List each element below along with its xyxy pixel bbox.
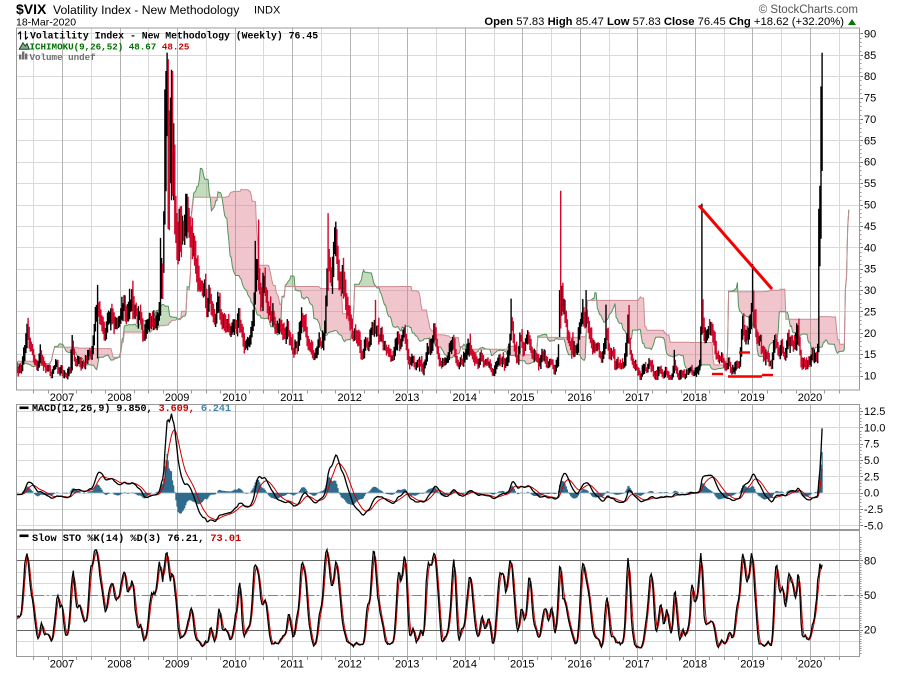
- svg-text:2014: 2014: [453, 658, 477, 670]
- svg-text:40: 40: [864, 242, 876, 254]
- svg-text:2011: 2011: [280, 658, 304, 670]
- svg-text:45: 45: [864, 221, 876, 233]
- svg-text:2011: 2011: [280, 392, 304, 404]
- svg-text:2007: 2007: [50, 392, 74, 404]
- svg-text:2008: 2008: [107, 392, 131, 404]
- svg-text:50: 50: [864, 590, 876, 602]
- svg-text:2016: 2016: [568, 658, 592, 670]
- svg-text:-5.0: -5.0: [864, 520, 883, 532]
- svg-text:35: 35: [864, 264, 876, 276]
- svg-text:2015: 2015: [510, 658, 534, 670]
- svg-text:Volume undef: Volume undef: [30, 52, 97, 63]
- svg-text:2020: 2020: [798, 658, 822, 670]
- svg-text:70: 70: [864, 114, 876, 126]
- svg-text:2.5: 2.5: [864, 471, 879, 483]
- svg-text:Slow STO %K(14) %D(3) 76.21, 7: Slow STO %K(14) %D(3) 76.21, 73.01: [32, 533, 241, 545]
- svg-text:0.0: 0.0: [864, 488, 879, 500]
- svg-text:2012: 2012: [337, 658, 361, 670]
- svg-text:2019: 2019: [740, 658, 764, 670]
- svg-text:Volatility Index - New Methodo: Volatility Index - New Methodology: [53, 3, 240, 17]
- svg-text:2017: 2017: [625, 392, 649, 404]
- svg-text:2016: 2016: [568, 392, 592, 404]
- svg-text:2007: 2007: [50, 658, 74, 670]
- svg-text:Open 57.83 High 85.47 Low 57.8: Open 57.83 High 85.47 Low 57.83 Close 76…: [484, 16, 844, 28]
- svg-text:50: 50: [864, 200, 876, 212]
- svg-text:18-Mar-2020: 18-Mar-2020: [16, 17, 76, 29]
- svg-text:15: 15: [864, 349, 876, 361]
- svg-text:2015: 2015: [510, 392, 534, 404]
- svg-text:-2.5: -2.5: [864, 504, 883, 516]
- svg-text:60: 60: [864, 157, 876, 169]
- svg-text:2017: 2017: [625, 658, 649, 670]
- svg-text:$VIX: $VIX: [16, 1, 47, 17]
- svg-text:2009: 2009: [165, 658, 189, 670]
- svg-text:2013: 2013: [395, 392, 419, 404]
- svg-text:85: 85: [864, 50, 876, 62]
- svg-text:2018: 2018: [683, 658, 707, 670]
- svg-text:65: 65: [864, 135, 876, 147]
- svg-text:75: 75: [864, 93, 876, 105]
- svg-text:ICHIMOKU(9,26,52) 48.67 48.25: ICHIMOKU(9,26,52) 48.67 48.25: [30, 41, 190, 52]
- svg-text:INDX: INDX: [254, 5, 281, 17]
- svg-text:2012: 2012: [337, 392, 361, 404]
- svg-text:2009: 2009: [165, 392, 189, 404]
- svg-text:© StockCharts.com: © StockCharts.com: [759, 4, 858, 16]
- svg-text:25: 25: [864, 306, 876, 318]
- svg-text:20: 20: [864, 625, 876, 637]
- svg-text:2018: 2018: [683, 392, 707, 404]
- svg-text:2010: 2010: [222, 658, 246, 670]
- svg-text:2014: 2014: [453, 392, 477, 404]
- svg-text:7.5: 7.5: [864, 439, 879, 451]
- svg-text:80: 80: [864, 71, 876, 83]
- svg-text:20: 20: [864, 328, 876, 340]
- svg-text:12.5: 12.5: [864, 406, 885, 418]
- svg-text:2010: 2010: [222, 392, 246, 404]
- svg-text:2008: 2008: [107, 658, 131, 670]
- svg-text:90: 90: [864, 28, 876, 40]
- svg-text:2019: 2019: [740, 392, 764, 404]
- svg-text:10: 10: [864, 371, 876, 383]
- svg-text:10.0: 10.0: [864, 422, 885, 434]
- svg-text:2020: 2020: [798, 392, 822, 404]
- svg-text:30: 30: [864, 285, 876, 297]
- svg-text:5.0: 5.0: [864, 455, 879, 467]
- svg-text:55: 55: [864, 178, 876, 190]
- svg-text:Volatility Index - New Methodo: Volatility Index - New Methodology (Week…: [30, 31, 318, 42]
- svg-text:MACD(12,26,9) 9.850, 3.609, 6.: MACD(12,26,9) 9.850, 3.609, 6.241: [32, 403, 231, 415]
- svg-text:2013: 2013: [395, 658, 419, 670]
- svg-text:80: 80: [864, 555, 876, 567]
